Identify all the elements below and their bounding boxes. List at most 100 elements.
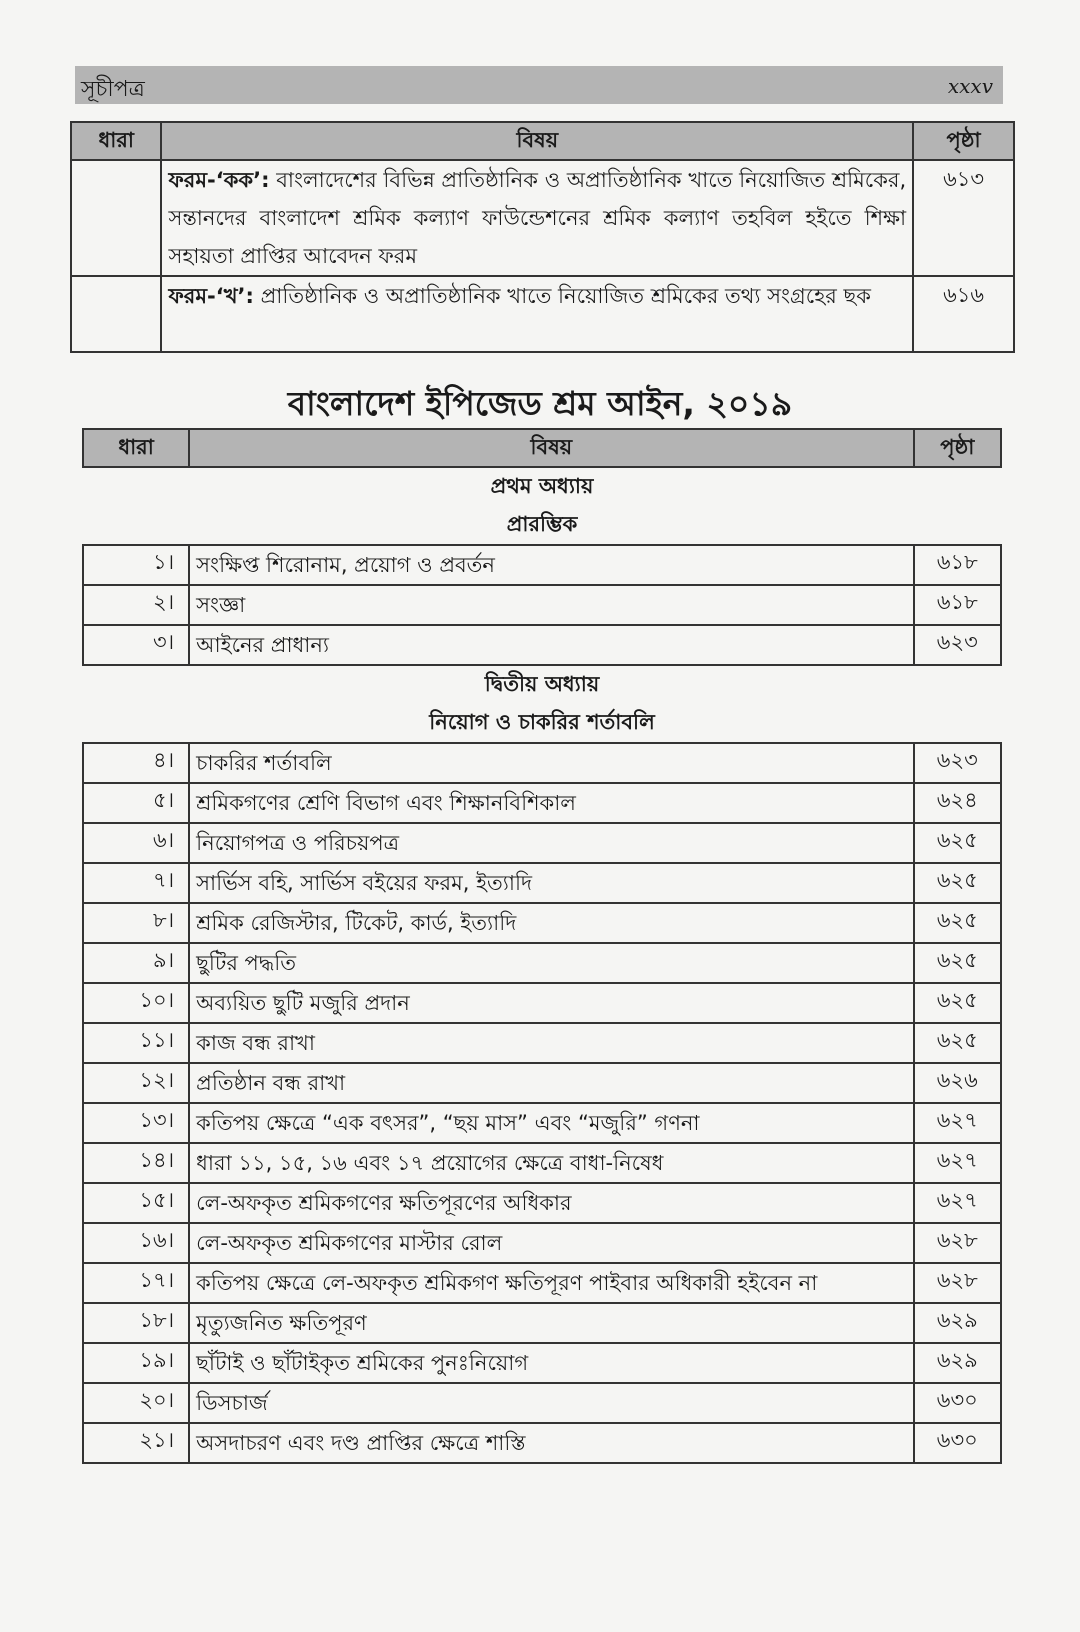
section-subject: অসদাচরণ এবং দণ্ড প্রাপ্তির ক্ষেত্রে শাস্…: [188, 1422, 915, 1464]
section-subject: সংজ্ঞা: [188, 584, 915, 626]
table-row: ১। সংক্ষিপ্ত শিরোনাম, প্রয়োগ ও প্রবর্তন ৬…: [81, 544, 1003, 586]
page-ref: ৬১৩: [912, 159, 1015, 277]
table-row: ১৯। ছাঁটাই ও ছাঁটাইকৃত শ্রমিকের পুনঃনিয়ো…: [81, 1342, 1003, 1384]
page-ref: ৬২৫: [912, 942, 1003, 984]
section-subject: মৃত্যুজনিত ক্ষতিপূরণ: [188, 1302, 915, 1344]
section-subject: কতিপয় ক্ষেত্রে লে-অফকৃত শ্রমিকগণ ক্ষতিপ…: [188, 1262, 915, 1304]
section-number: ১১।: [81, 1022, 191, 1064]
page-ref: ৬২৯: [912, 1302, 1003, 1344]
section-number: ১৪।: [81, 1142, 191, 1184]
page-ref: ৬১৮: [912, 544, 1003, 586]
table-row: ১৮। মৃত্যুজনিত ক্ষতিপূরণ ৬২৯: [81, 1302, 1003, 1344]
section-subject: ধারা ১১, ১৫, ১৬ এবং ১৭ প্রয়োগের ক্ষেত্র…: [188, 1142, 915, 1184]
table-row: ৩। আইনের প্রাধান্য ৬২৩: [81, 624, 1003, 666]
section-subject: সংক্ষিপ্ত শিরোনাম, প্রয়োগ ও প্রবর্তন: [188, 544, 915, 586]
section-subject: শ্রমিক রেজিস্টার, টিকেট, কার্ড, ইত্যাদি: [188, 902, 915, 944]
chapter-name: প্রারম্ভিক: [506, 511, 578, 536]
form-label: ফরম-‘খ’:: [168, 284, 254, 308]
page-ref: ৬১৬: [912, 275, 1015, 353]
table-row: ৯। ছুটির পদ্ধতি ৬২৫: [81, 942, 1003, 984]
section-number: ১৮।: [81, 1302, 191, 1344]
section-number: ৬।: [81, 822, 191, 864]
page-ref: ৬৩০: [912, 1382, 1003, 1424]
forms-table: ধারা বিষয় পৃষ্ঠা ফরম-‘কক’: বাংলাদেশের ব…: [69, 121, 1015, 353]
table-row: ৫। শ্রমিকগণের শ্রেণি বিভাগ এবং শিক্ষানবিশ…: [81, 782, 1003, 824]
section-subject: চাকরির শর্তাবলি: [188, 742, 915, 784]
table-row: ১২। প্রতিষ্ঠান বন্ধ রাখা ৬২৬: [81, 1062, 1003, 1104]
section-subject: কতিপয় ক্ষেত্রে “এক বৎসর”, “ছয় মাস” এবং…: [188, 1102, 915, 1144]
section-number: ২১।: [81, 1422, 191, 1464]
table-row: ১৩। কতিপয় ক্ষেত্রে “এক বৎসর”, “ছয় মাস” …: [81, 1102, 1003, 1144]
section-number: ১৬।: [81, 1222, 191, 1264]
table-row: ৪। চাকরির শর্তাবলি ৬২৩: [81, 742, 1003, 784]
page-ref: ৬২৫: [912, 822, 1003, 864]
page-number: xxxv: [947, 74, 993, 98]
section-number: ১৫।: [81, 1182, 191, 1224]
section-subject: ডিসচার্জ: [188, 1382, 915, 1424]
chapter-heading: প্রথম অধ্যায়: [490, 473, 594, 498]
running-header: সূচীপত্র xxxv: [75, 66, 1003, 104]
page-ref: ৬২৫: [912, 982, 1003, 1024]
page-ref: ৬২৮: [912, 1222, 1003, 1264]
col-subject: বিষয়: [160, 121, 915, 161]
page-ref: ৬২৪: [912, 782, 1003, 824]
table-row: ২০। ডিসচার্জ ৬৩০: [81, 1382, 1003, 1424]
section-subject: আইনের প্রাধান্য: [188, 624, 915, 666]
section-subject: সার্ভিস বহি, সার্ভিস বইয়ের ফরম, ইত্যাদি: [188, 862, 915, 904]
section-subject: ছুটির পদ্ধতি: [188, 942, 915, 984]
section-subject: লে-অফকৃত শ্রমিকগণের ক্ষতিপূরণের অধিকার: [188, 1182, 915, 1224]
page-ref: ৬২৯: [912, 1342, 1003, 1384]
section-number: ১০।: [81, 982, 191, 1024]
section-title: সূচীপত্র: [81, 77, 145, 102]
table-row: ২১। অসদাচরণ এবং দণ্ড প্রাপ্তির ক্ষেত্রে শ…: [81, 1422, 1003, 1464]
table-row: ১৫। লে-অফকৃত শ্রমিকগণের ক্ষতিপূরণের অধিকা…: [81, 1182, 1003, 1224]
section-subject: অব্যয়িত ছুটি মজুরি প্রদান: [188, 982, 915, 1024]
section-subject: ছাঁটাই ও ছাঁটাইকৃত শ্রমিকের পুনঃনিয়োগ: [188, 1342, 915, 1384]
section-number: ৪।: [81, 742, 191, 784]
table-header: ধারা বিষয় পৃষ্ঠা: [69, 121, 1015, 161]
chapter-heading: দ্বিতীয় অধ্যায়: [484, 671, 600, 696]
section-number: ২০।: [81, 1382, 191, 1424]
section-number: ৩।: [81, 624, 191, 666]
table-row: ২। সংজ্ঞা ৬১৮: [81, 584, 1003, 626]
table-row: ১১। কাজ বন্ধ রাখা ৬২৫: [81, 1022, 1003, 1064]
col-subject: বিষয়: [188, 428, 915, 468]
col-section: ধারা: [69, 121, 163, 161]
section-number: ৫।: [81, 782, 191, 824]
table-row: ৮। শ্রমিক রেজিস্টার, টিকেট, কার্ড, ইত্যাদ…: [81, 902, 1003, 944]
page-ref: ৬২৩: [912, 624, 1003, 666]
page-ref: ৬১৮: [912, 584, 1003, 626]
page-ref: ৬২৫: [912, 1022, 1003, 1064]
col-section: ধারা: [81, 428, 191, 468]
chapter-name: নিয়োগ ও চাকরির শর্তাবলি: [429, 709, 655, 734]
page-ref: ৬২৩: [912, 742, 1003, 784]
col-page: পৃষ্ঠা: [912, 121, 1015, 161]
section-subject: শ্রমিকগণের শ্রেণি বিভাগ এবং শিক্ষানবিশিক…: [188, 782, 915, 824]
table-row: ফরম-‘খ’: প্রাতিষ্ঠানিক ও অপ্রাতিষ্ঠানিক …: [69, 275, 1015, 353]
section-subject: কাজ বন্ধ রাখা: [188, 1022, 915, 1064]
page-ref: ৬২৬: [912, 1062, 1003, 1104]
table-row: ১০। অব্যয়িত ছুটি মজুরি প্রদান ৬২৫: [81, 982, 1003, 1024]
section-number: ৯।: [81, 942, 191, 984]
section-number: ১৭।: [81, 1262, 191, 1304]
table-row: ১৬। লে-অফকৃত শ্রমিকগণের মাস্টার রোল ৬২৮: [81, 1222, 1003, 1264]
form-text: বাংলাদেশের বিভিন্ন প্রাতিষ্ঠানিক ও অপ্রা…: [168, 168, 907, 268]
page-ref: ৬২৮: [912, 1262, 1003, 1304]
page-ref: ৬২৫: [912, 902, 1003, 944]
page-ref: ৬২৭: [912, 1182, 1003, 1224]
section-subject: লে-অফকৃত শ্রমিকগণের মাস্টার রোল: [188, 1222, 915, 1264]
table-row: ৬। নিয়োগপত্র ও পরিচয়পত্র ৬২৫: [81, 822, 1003, 864]
col-page: পৃষ্ঠা: [912, 428, 1003, 468]
section-number: ১৩।: [81, 1102, 191, 1144]
table-header: ধারা বিষয় পৃষ্ঠা: [81, 428, 1003, 468]
table-row: ফরম-‘কক’: বাংলাদেশের বিভিন্ন প্রাতিষ্ঠান…: [69, 159, 1015, 277]
section-number: ১।: [81, 544, 191, 586]
section-number: ৮।: [81, 902, 191, 944]
section-number: ১২।: [81, 1062, 191, 1104]
table-row: ৭। সার্ভিস বহি, সার্ভিস বইয়ের ফরম, ইত্যা…: [81, 862, 1003, 904]
page-ref: ৬২৭: [912, 1142, 1003, 1184]
section-subject: নিয়োগপত্র ও পরিচয়পত্র: [188, 822, 915, 864]
section-number: ১৯।: [81, 1342, 191, 1384]
table-row: ১৭। কতিপয় ক্ষেত্রে লে-অফকৃত শ্রমিকগণ ক্ষ…: [81, 1262, 1003, 1304]
